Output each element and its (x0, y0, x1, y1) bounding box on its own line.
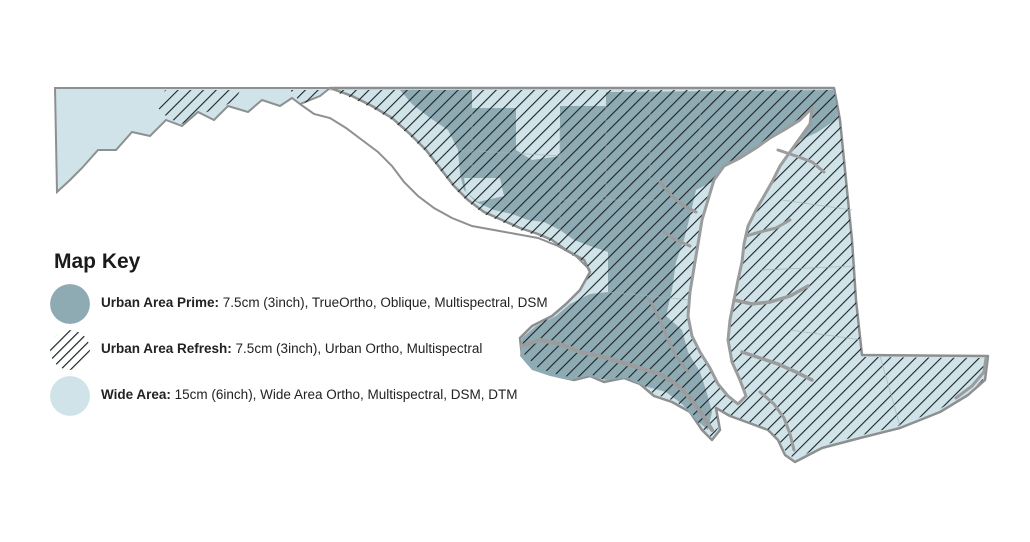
potomac-river (520, 338, 714, 432)
severn-river (662, 230, 692, 248)
ocean-coast (954, 356, 988, 400)
key-label-urban-prime: Urban Area Prime: (101, 295, 220, 310)
eastern-shore-coast (758, 390, 796, 452)
key-item-urban-prime: Urban Area Prime: 7.5cm (3inch), TrueOrt… (50, 284, 610, 324)
key-label-urban-refresh: Urban Area Refresh: (101, 341, 232, 356)
key-desc-wide-area: 15cm (6inch), Wide Area Ortho, Multispec… (170, 387, 518, 402)
northern-bay-inlets (776, 148, 826, 174)
urban-refresh-swatch-icon (50, 330, 90, 370)
key-item-urban-refresh: Urban Area Refresh: 7.5cm (3inch), Urban… (50, 330, 610, 370)
chesapeake-bay (686, 106, 814, 406)
choptank-river (732, 284, 810, 306)
key-item-wide-area: Wide Area: 15cm (6inch), Wide Area Ortho… (50, 376, 610, 416)
region-urban-refresh (330, 90, 986, 460)
potomac-north-border (299, 103, 591, 271)
region-western-refresh-2 (290, 90, 330, 104)
map-key-title: Map Key (54, 250, 141, 273)
region-western-refresh (158, 90, 240, 124)
urban-prime-swatch-icon (50, 284, 90, 324)
patuxent-river (648, 298, 690, 374)
key-desc-urban-prime: 7.5cm (3inch), TrueOrtho, Oblique, Multi… (219, 295, 548, 310)
nanticoke-river (740, 350, 814, 382)
key-label-wide-area: Wide Area: (101, 387, 171, 402)
wide-area-swatch-icon (50, 376, 90, 416)
county-lines (459, 92, 901, 427)
chester-river (744, 218, 792, 238)
key-desc-urban-refresh: 7.5cm (3inch), Urban Ortho, Multispectra… (231, 341, 483, 356)
baltimore-harbor (658, 180, 698, 214)
